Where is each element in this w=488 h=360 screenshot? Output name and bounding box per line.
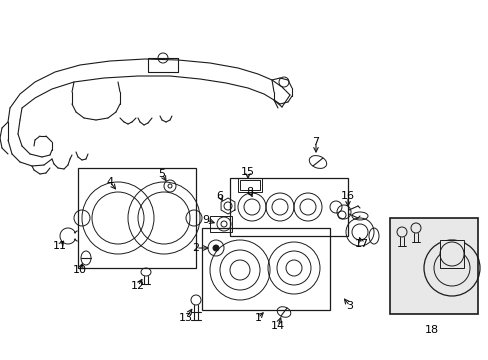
Text: 9: 9 bbox=[202, 215, 209, 225]
Bar bbox=[238, 178, 262, 192]
Text: 4: 4 bbox=[106, 177, 113, 187]
Text: 7: 7 bbox=[312, 137, 319, 147]
Text: 18: 18 bbox=[424, 325, 438, 335]
Bar bbox=[202, 228, 329, 310]
Text: 2: 2 bbox=[192, 243, 199, 253]
Text: 10: 10 bbox=[73, 265, 87, 275]
Circle shape bbox=[213, 245, 219, 251]
Text: 1: 1 bbox=[254, 313, 261, 323]
Text: 17: 17 bbox=[354, 239, 368, 249]
Text: 12: 12 bbox=[131, 281, 145, 291]
Bar bbox=[78, 168, 196, 268]
Text: 3: 3 bbox=[346, 301, 353, 311]
Text: 8: 8 bbox=[246, 187, 253, 197]
Text: 13: 13 bbox=[179, 313, 193, 323]
Text: 5: 5 bbox=[158, 169, 165, 179]
Text: 6: 6 bbox=[216, 191, 223, 201]
Bar bbox=[240, 180, 260, 190]
Text: 11: 11 bbox=[53, 241, 67, 251]
Bar bbox=[439, 240, 463, 268]
Text: 14: 14 bbox=[270, 321, 285, 331]
Bar bbox=[389, 218, 477, 314]
Bar bbox=[229, 178, 347, 236]
Text: 15: 15 bbox=[241, 167, 254, 177]
Text: 16: 16 bbox=[340, 191, 354, 201]
Bar bbox=[209, 216, 231, 232]
